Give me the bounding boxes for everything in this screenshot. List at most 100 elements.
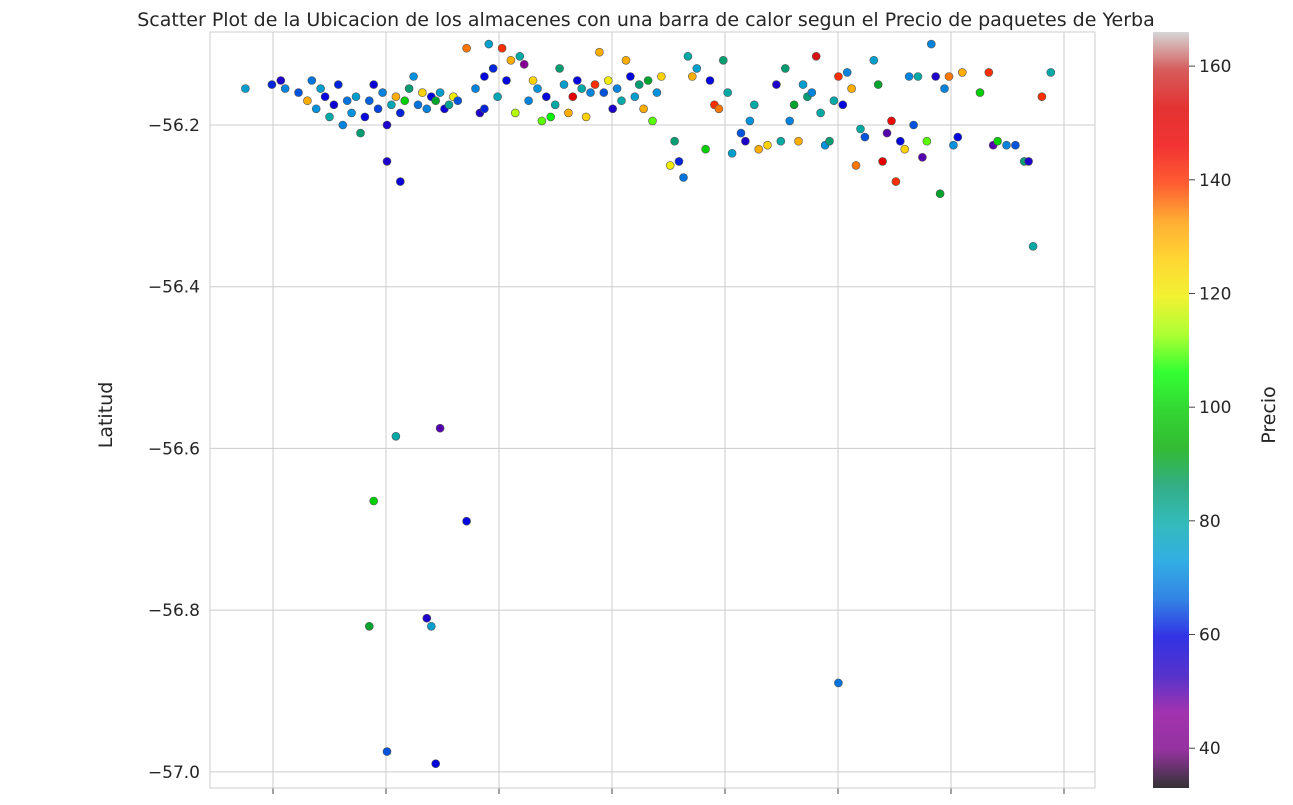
colorbar-tick-label: 60 — [1199, 626, 1221, 646]
data-point — [541, 92, 551, 101]
data-point — [431, 96, 441, 105]
data-point — [360, 112, 370, 122]
data-point — [502, 76, 511, 85]
data-point — [373, 104, 383, 114]
colorbar-tick-label: 160 — [1199, 57, 1231, 77]
data-point — [550, 100, 560, 110]
data-point — [595, 47, 604, 57]
data-point — [1002, 140, 1011, 150]
data-point — [913, 72, 923, 81]
data-point — [1028, 242, 1038, 251]
data-point — [528, 76, 538, 85]
data-point — [639, 104, 648, 114]
data-point — [382, 747, 392, 756]
data-point — [838, 100, 848, 110]
data-point — [444, 100, 454, 110]
data-point — [811, 51, 821, 61]
data-point — [741, 136, 750, 146]
data-point — [657, 72, 666, 81]
data-point — [391, 431, 401, 441]
data-point — [307, 76, 317, 85]
data-point — [1037, 92, 1047, 101]
colorbar-ticks: 40 60 80 100 120 140 160 — [1189, 57, 1231, 759]
data-point — [944, 72, 954, 81]
data-point — [634, 80, 644, 89]
data-point — [727, 149, 737, 158]
data-point — [435, 88, 445, 97]
data-point — [993, 136, 1002, 146]
data-point — [940, 84, 949, 93]
data-point — [241, 84, 250, 93]
data-point — [347, 108, 356, 118]
chart-title: Scatter Plot de la Ubicacion de los alma… — [137, 9, 1155, 31]
data-point — [949, 140, 958, 150]
data-point — [851, 161, 861, 170]
data-point — [1024, 157, 1033, 166]
data-point — [626, 72, 635, 81]
data-point — [612, 84, 622, 93]
data-point — [333, 80, 343, 89]
colorbar-tick-label: 120 — [1199, 284, 1231, 304]
data-point — [418, 88, 427, 97]
data-point — [785, 116, 795, 126]
data-point — [692, 64, 702, 73]
data-point — [834, 678, 843, 688]
data-point — [895, 136, 905, 146]
data-point — [395, 177, 405, 186]
data-point — [391, 92, 401, 101]
data-point — [718, 55, 728, 65]
data-point — [404, 84, 414, 93]
data-point — [882, 128, 892, 138]
data-point — [935, 189, 945, 198]
data-point — [975, 88, 985, 97]
data-point — [918, 153, 927, 162]
data-point — [829, 96, 839, 105]
data-point — [807, 88, 817, 97]
data-point — [577, 84, 587, 93]
data-point — [453, 96, 463, 105]
data-point — [555, 64, 564, 73]
data-point — [294, 88, 303, 97]
data-point — [400, 96, 410, 105]
data-point — [630, 92, 640, 101]
data-point — [316, 84, 325, 93]
data-point — [599, 88, 609, 97]
data-point — [776, 136, 786, 146]
data-point — [280, 84, 290, 93]
data-point — [369, 496, 379, 506]
data-point — [922, 136, 932, 146]
data-point — [687, 72, 697, 81]
data-point — [643, 76, 653, 85]
data-point — [984, 68, 994, 77]
data-point — [878, 157, 887, 166]
colorbar-tick-label: 100 — [1199, 398, 1231, 418]
data-point — [480, 72, 489, 81]
colorbar — [1153, 32, 1189, 788]
data-point — [665, 161, 675, 170]
data-point — [1011, 140, 1020, 150]
data-point — [780, 64, 790, 73]
data-point — [621, 55, 631, 65]
data-point — [772, 80, 781, 89]
data-point — [909, 120, 918, 130]
data-point — [856, 124, 865, 134]
y-tick-label: −56.8 — [148, 601, 200, 621]
data-point — [590, 80, 600, 89]
data-point — [586, 88, 595, 97]
data-point — [338, 120, 348, 130]
y-axis: −56.2 −56.4 −56.6 −56.8 −57.0 — [148, 116, 200, 783]
data-point — [311, 104, 321, 114]
data-point — [342, 96, 352, 105]
data-point — [723, 88, 733, 97]
data-point — [422, 613, 432, 623]
data-point — [745, 116, 755, 126]
data-point — [356, 128, 365, 138]
data-point — [825, 136, 834, 146]
data-point — [351, 92, 361, 101]
data-point — [364, 96, 374, 105]
data-point — [953, 132, 963, 142]
data-point — [267, 80, 277, 89]
data-point — [435, 423, 445, 433]
y-tick-label: −56.4 — [148, 278, 200, 298]
